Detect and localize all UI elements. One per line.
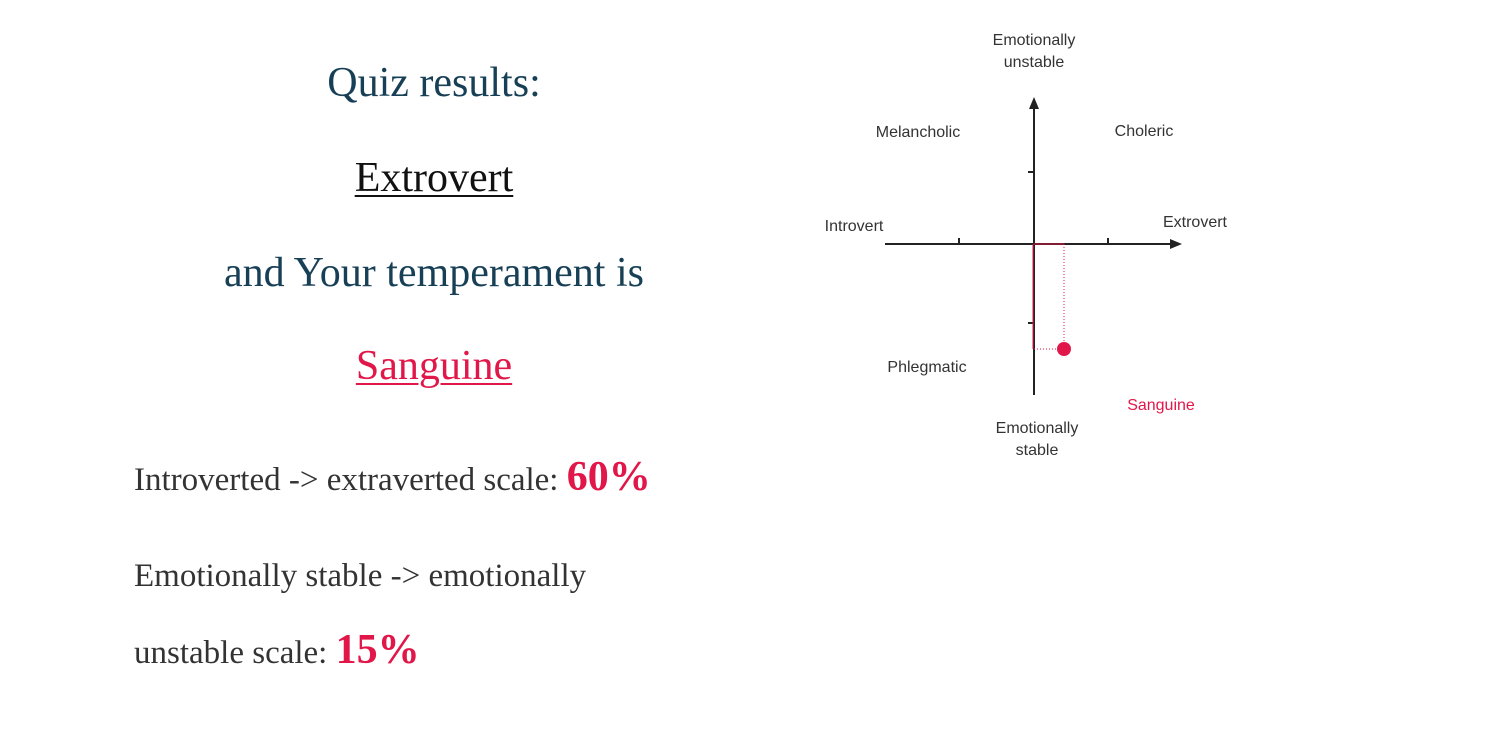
page-title: Quiz results:	[327, 60, 541, 106]
marker-label: Sanguine	[1127, 397, 1195, 414]
y-axis-arrow-icon	[1029, 97, 1039, 109]
top-axis-label-1: Emotionally	[993, 32, 1076, 49]
temperament-marker	[1057, 342, 1071, 356]
left-axis-label: Introvert	[825, 218, 884, 235]
personality-type-link[interactable]: Extrovert	[354, 155, 514, 201]
stability-scale-label: unstable scale:	[134, 635, 328, 671]
stability-scale-value: 15%	[335, 627, 420, 673]
bottom-axis-label-2: stable	[1016, 442, 1059, 459]
intro-extra-scale: Introverted -> extraverted scale: 60%	[134, 453, 651, 501]
quadrant-phlegmatic: Phlegmatic	[887, 359, 966, 376]
x-axis-arrow-icon	[1170, 239, 1182, 249]
intro-extra-scale-value: 60%	[566, 454, 651, 500]
temperament-diagram: Emotionally unstable Melancholic Choleri…	[825, 32, 1228, 459]
intro-extra-scale-label: Introverted -> extraverted scale:	[134, 462, 559, 498]
right-axis-label: Extrovert	[1163, 214, 1228, 231]
bottom-axis-label-1: Emotionally	[996, 420, 1079, 437]
top-axis-label-2: unstable	[1004, 54, 1065, 71]
temperament-intro: and Your temperament is	[224, 250, 644, 296]
stability-scale-line1: Emotionally stable -> emotionally	[134, 558, 587, 594]
stability-scale: unstable scale: 15%	[134, 626, 420, 674]
personality-type: Extrovert	[134, 153, 734, 203]
temperament-result: Sanguine	[134, 341, 734, 391]
quadrant-choleric: Choleric	[1115, 123, 1174, 140]
quadrant-melancholic: Melancholic	[876, 124, 960, 141]
temperament-link[interactable]: Sanguine	[355, 343, 513, 389]
